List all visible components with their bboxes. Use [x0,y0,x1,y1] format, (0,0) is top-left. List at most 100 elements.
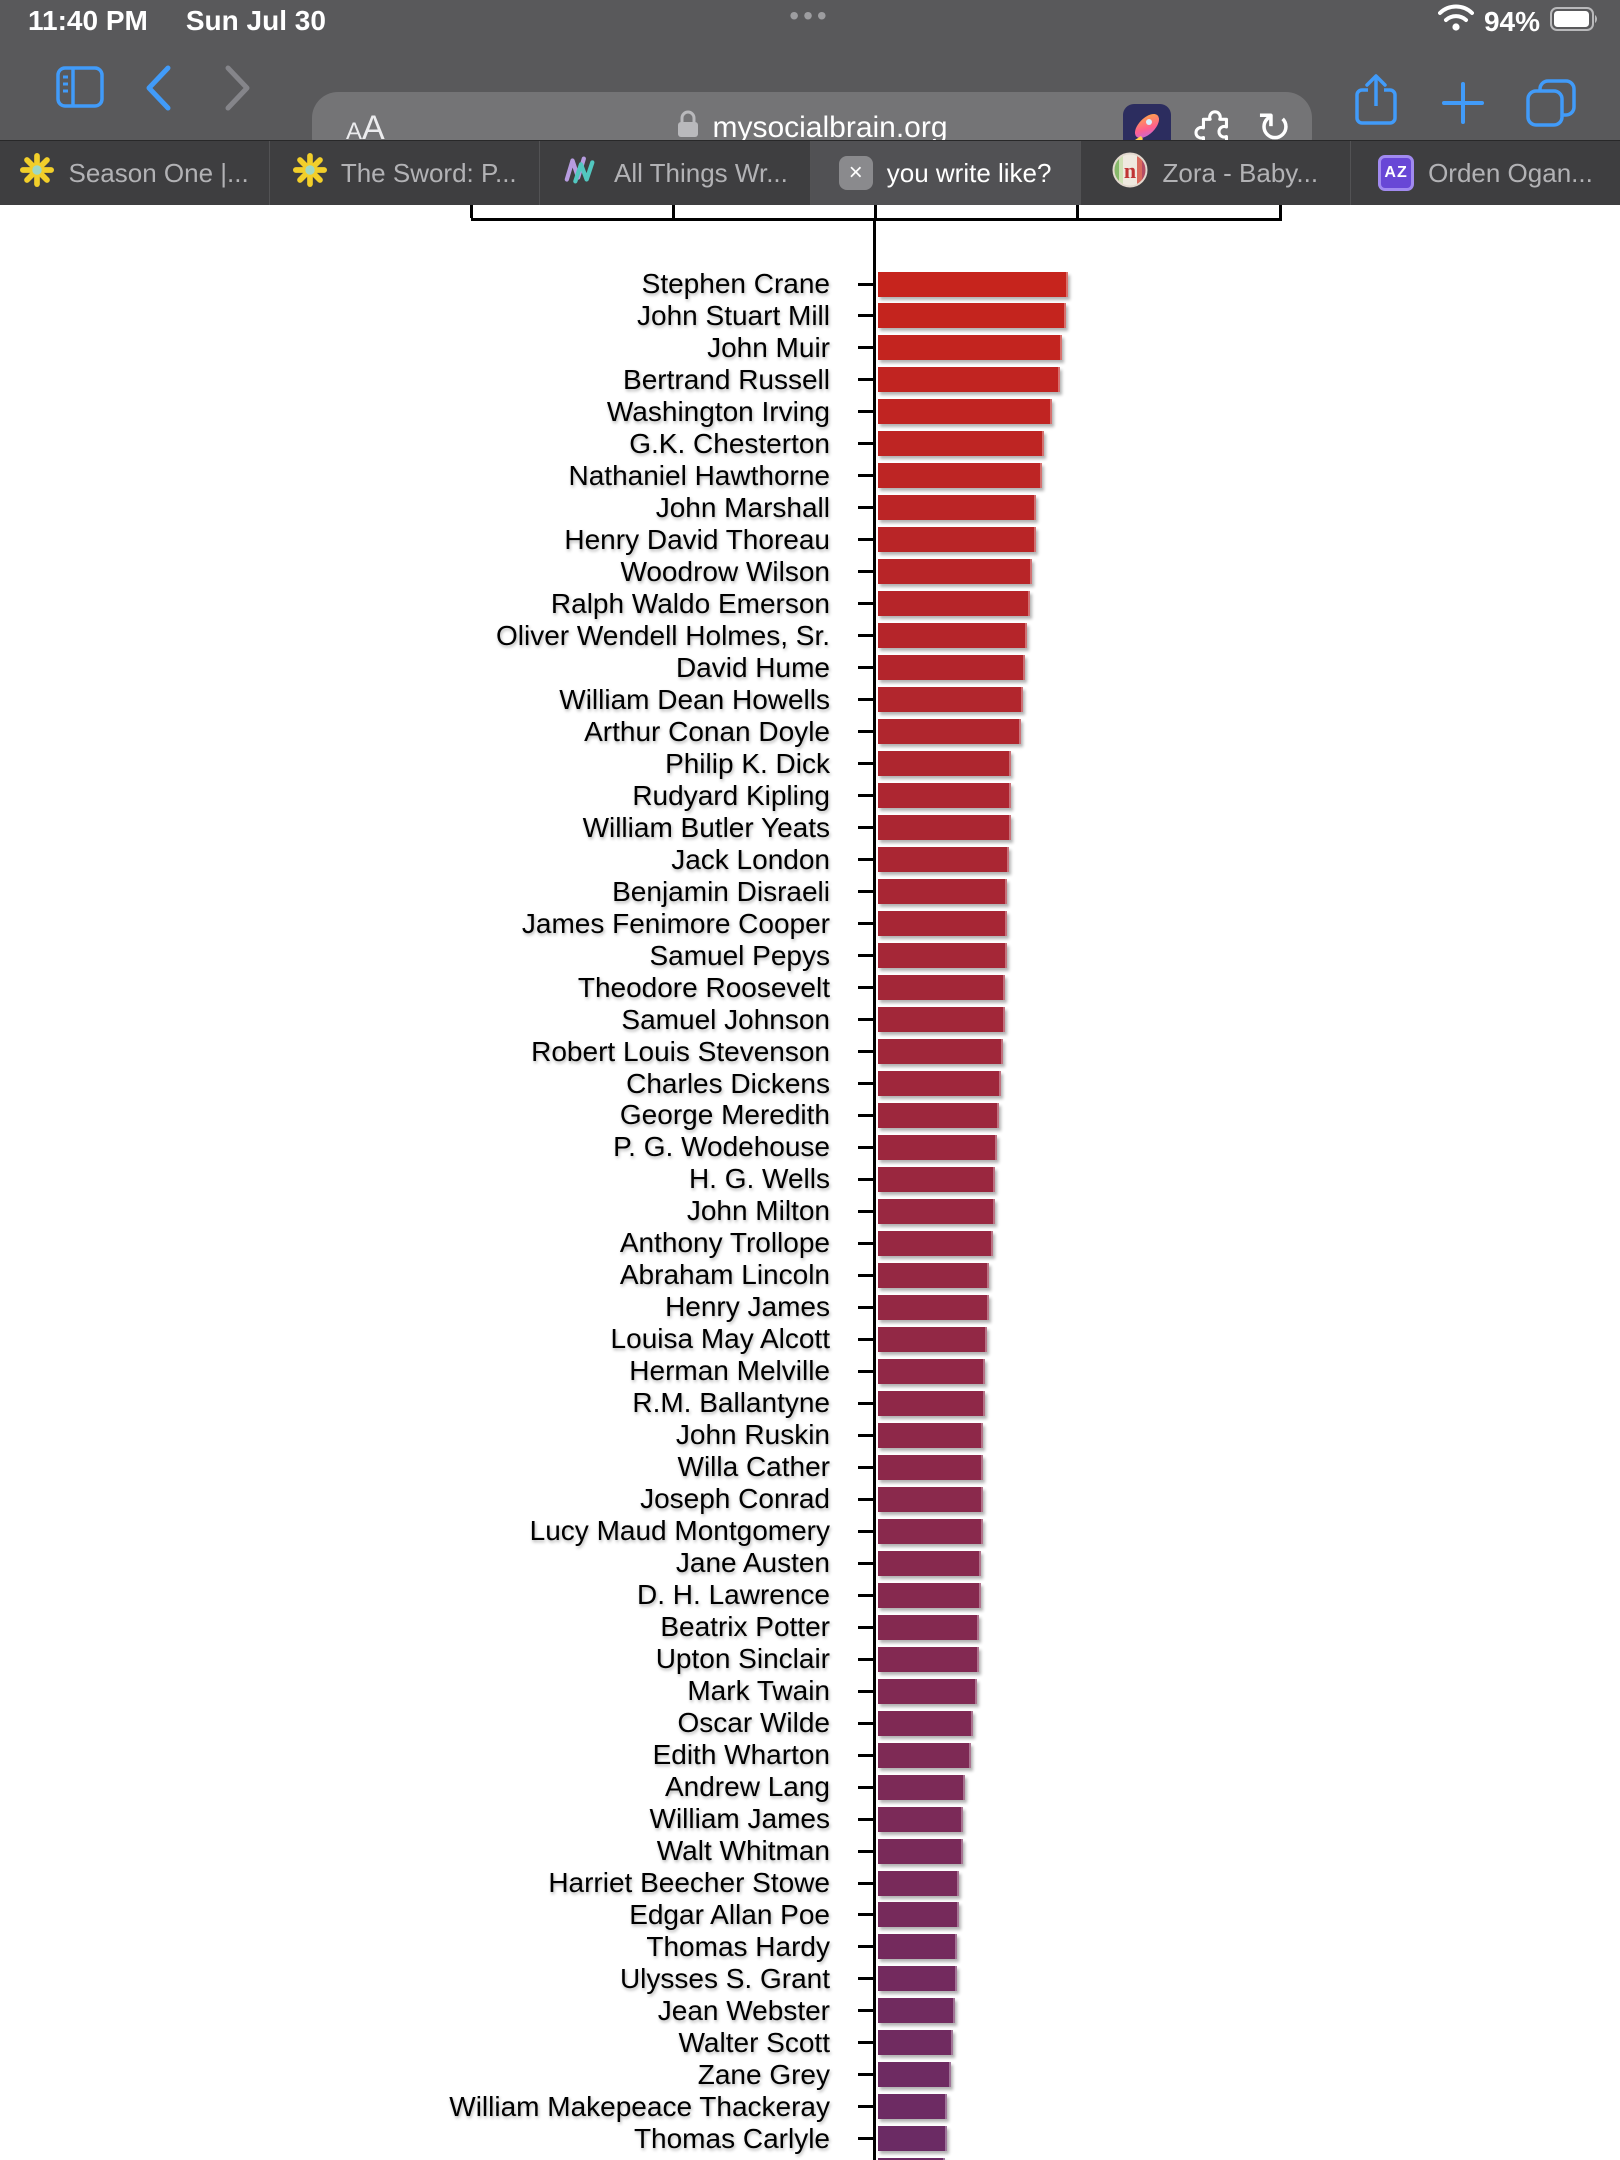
y-axis-row-tick [858,1529,874,1533]
x-axis-tick [874,204,877,218]
author-label: John Ruskin [675,1419,830,1451]
x-axis-tick [470,204,473,218]
y-axis-row-tick [858,282,874,286]
author-label: Henry David Thoreau [564,523,830,555]
y-axis-row-tick [858,1785,874,1789]
zora-n-icon: n [1112,152,1148,195]
author-label: Samuel Pepys [649,939,830,971]
bar [878,1678,977,1704]
svg-text:n: n [1124,158,1136,183]
y-axis-row-tick [858,2137,874,2141]
x-axis-line [471,218,1282,221]
tab-orden-ogan[interactable]: AZ Orden Ogan... [1351,141,1620,205]
bar [878,1614,979,1640]
wifi-icon [1437,4,1474,39]
y-axis-row-tick [858,1113,874,1117]
author-label: H. G. Wells [688,1163,830,1195]
bar [878,1134,997,1160]
tab-zora[interactable]: n Zora - Baby... [1081,141,1351,205]
author-label: Walter Scott [678,2026,830,2058]
y-axis-row-tick [858,1497,874,1501]
y-axis-row-tick [858,1593,874,1597]
author-label: Robert Louis Stevenson [531,1035,830,1067]
author-label: Washington Irving [606,395,830,427]
y-axis-row-tick [858,2009,874,2013]
close-tab-icon[interactable]: × [838,156,873,190]
status-time: 11:40 PM [28,5,148,36]
bar [878,1870,959,1896]
y-axis-row-tick [858,2073,874,2077]
back-button[interactable] [142,64,174,115]
y-axis-row-tick [858,1753,874,1757]
bar-partial [878,2158,945,2160]
y-axis-row-tick [858,730,874,734]
tab-all-things-wr[interactable]: All Things Wr... [540,141,811,205]
author-label: Andrew Lang [664,1771,830,1803]
bar [878,1902,959,1928]
y-axis-row-tick [858,1433,874,1437]
y-axis-row-tick [858,410,874,414]
bar [878,623,1027,649]
bar [878,1390,985,1416]
author-label: Charles Dickens [626,1067,830,1099]
sidebar-button[interactable] [56,66,104,111]
forward-chevron-icon [222,65,254,115]
tab-overview-button[interactable] [1524,78,1578,131]
tab-you-write-like[interactable]: × you write like? [810,141,1081,205]
tab-the-sword[interactable]: The Sword: P... [270,141,541,205]
y-axis-row-tick [858,762,874,766]
x-axis-tick [672,204,675,218]
forward-button[interactable] [222,64,254,115]
author-label: Jean Webster [657,1994,830,2026]
author-label: R.M. Ballantyne [632,1387,830,1419]
bar [878,1486,983,1512]
author-label: Zane Grey [697,2058,830,2090]
y-axis-row-tick [858,1145,874,1149]
author-label: Upton Sinclair [655,1643,830,1675]
bar [878,1166,995,1192]
tab-season-one[interactable]: Season One |... [0,141,271,205]
bar [878,591,1030,617]
y-axis-row-tick [858,314,874,318]
bar [878,1582,981,1608]
safari-chrome: 11:40 PM Sun Jul 30 ••• 94% [0,0,1620,205]
author-label: Philip K. Dick [665,747,830,779]
bar [878,1294,989,1320]
author-label: Thomas Hardy [646,1930,830,1962]
y-axis-row-tick [858,1625,874,1629]
y-axis-row-tick [858,1849,874,1853]
author-label: Willa Cather [677,1451,830,1483]
share-button[interactable] [1352,72,1400,131]
author-label: Abraham Lincoln [619,1259,830,1291]
y-axis-row-tick [858,1018,874,1022]
bar [878,1710,973,1736]
y-axis-row-tick [858,954,874,958]
y-axis-row-tick [858,858,874,862]
puzzle-extension-icon[interactable] [1191,103,1237,154]
tabs-icon [1524,79,1578,131]
bar [878,751,1011,777]
tab-label: you write like? [886,157,1052,188]
y-axis-row-tick [858,1241,874,1245]
bar [878,1806,963,1832]
y-axis-row-tick [858,1050,874,1054]
bar [878,1262,989,1288]
author-label: Walt Whitman [656,1835,830,1867]
author-label: David Hume [675,651,830,683]
y-axis-row-tick [858,826,874,830]
y-axis-row-tick [858,1657,874,1661]
author-label: Stephen Crane [641,268,830,299]
author-label: Herman Melville [629,1355,830,1387]
battery-icon [1550,6,1600,38]
bar [878,1454,983,1480]
new-tab-button[interactable] [1440,80,1486,129]
author-label: Samuel Johnson [621,1003,830,1035]
y-axis-row-tick [858,698,874,702]
y-axis-row-tick [858,986,874,990]
author-label: Anthony Trollope [619,1227,830,1259]
y-axis-row-tick [858,474,874,478]
y-axis-row-tick [858,794,874,798]
